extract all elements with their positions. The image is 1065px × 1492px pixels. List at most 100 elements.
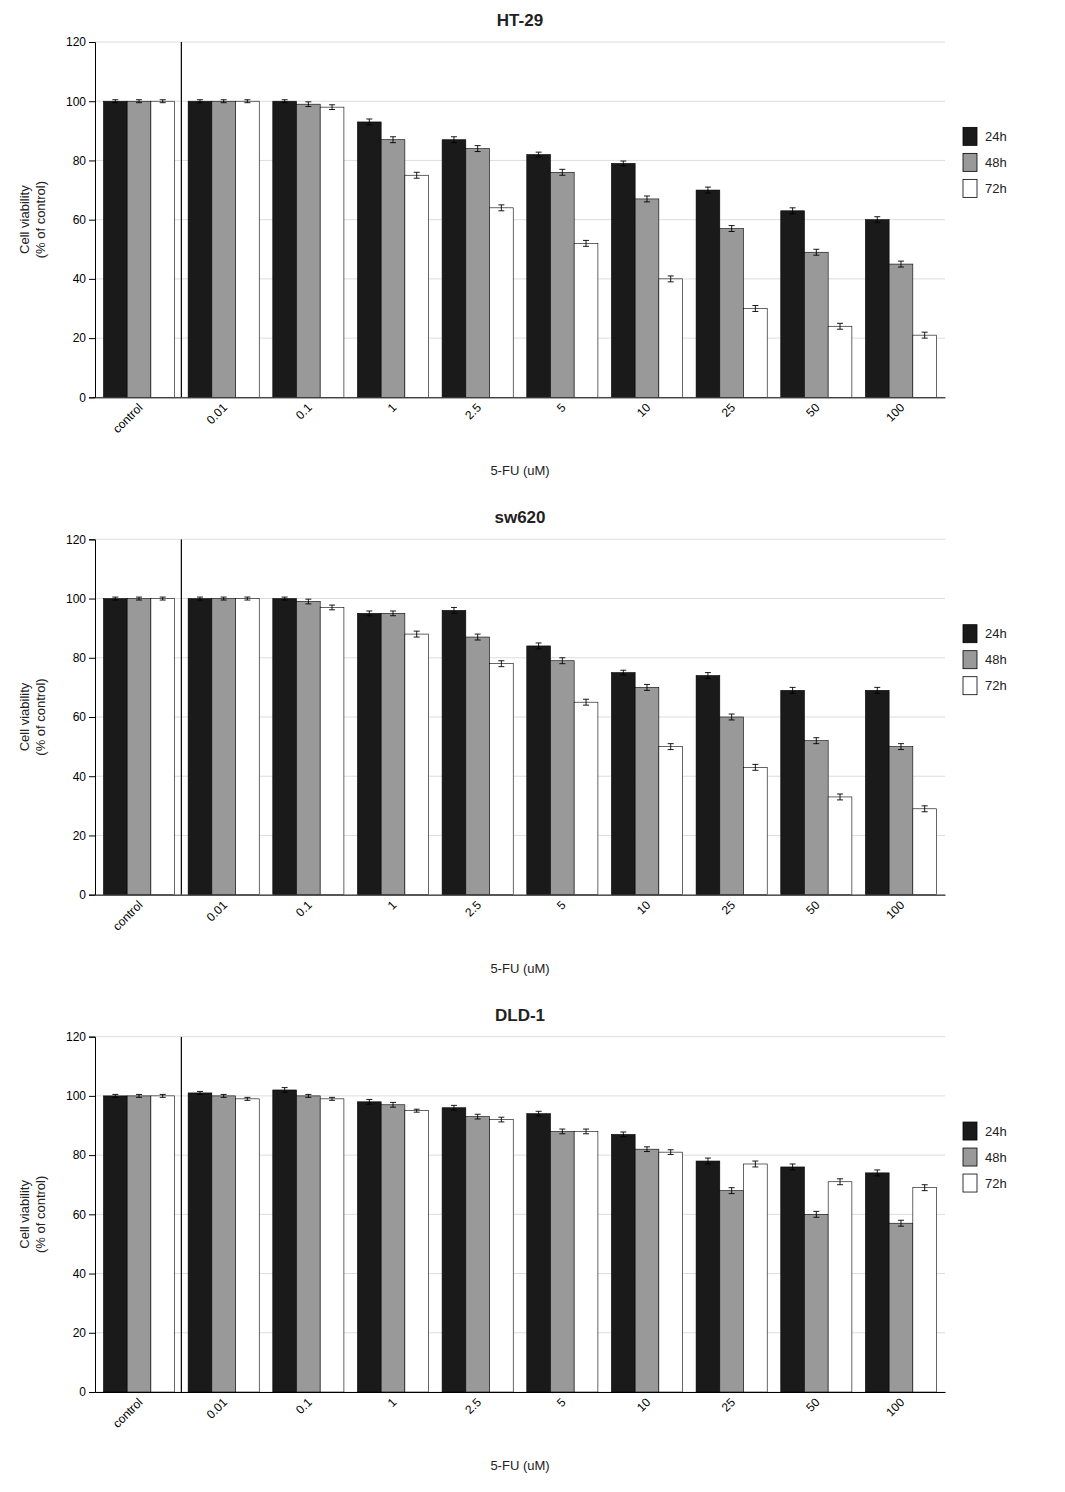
error-bar — [453, 607, 454, 613]
plot-area — [103, 42, 936, 397]
error-cap — [329, 109, 335, 110]
error-cap — [414, 1109, 420, 1110]
error-bar — [416, 172, 417, 178]
bar — [865, 1173, 889, 1392]
bar-series — [103, 101, 889, 397]
error-cap — [451, 1110, 457, 1111]
tick: 0.01 — [204, 898, 231, 925]
error-cap — [498, 210, 504, 211]
tick-label: 10 — [634, 1395, 654, 1415]
tick: control — [110, 401, 145, 436]
tick-label: 10 — [634, 400, 654, 420]
tick-label: 0.1 — [293, 400, 315, 422]
legend-swatch — [963, 1148, 977, 1166]
error-bar — [792, 208, 793, 214]
error-cap — [559, 657, 565, 658]
legend: 24h48h72h — [963, 1122, 1007, 1192]
tick-mark — [89, 101, 95, 102]
tick: 2.5 — [462, 898, 484, 920]
bar-series — [103, 1090, 889, 1392]
tick-label: 0 — [79, 888, 86, 902]
tick-label: 120 — [66, 533, 86, 547]
y-axis-label-line: Cell viability — [17, 185, 32, 254]
error-cap — [282, 597, 288, 598]
bar — [188, 101, 212, 397]
tick: 20 — [73, 829, 95, 843]
error-cap — [329, 1100, 335, 1101]
tick-label: 50 — [803, 898, 823, 918]
error-cap — [668, 749, 674, 750]
grid-line — [95, 1036, 945, 1037]
error-cap — [475, 145, 481, 146]
bar — [490, 208, 514, 398]
error-cap — [366, 610, 372, 611]
error-cap — [644, 195, 650, 196]
tick-label: 100 — [66, 592, 86, 606]
error-cap — [813, 249, 819, 250]
tick-mark — [89, 717, 95, 718]
error-bar — [731, 1188, 732, 1194]
error-cap — [536, 152, 542, 153]
x-axis: control0.010.112.55102550100 — [96, 1393, 946, 1431]
error-cap — [536, 156, 542, 157]
error-bar — [501, 1117, 502, 1122]
error-cap — [282, 1092, 288, 1093]
error-cap — [874, 687, 880, 688]
error-bar — [731, 714, 732, 720]
tick-label: 0.01 — [204, 898, 231, 925]
bar — [381, 613, 405, 894]
error-bar — [755, 764, 756, 770]
bar — [804, 1214, 828, 1392]
error-cap — [221, 1097, 227, 1098]
tick-label: 100 — [883, 1395, 907, 1419]
tick: 0.01 — [204, 400, 231, 427]
bar — [913, 809, 937, 895]
legend-item: 48h — [963, 153, 1007, 171]
error-cap — [112, 1094, 118, 1095]
error-cap — [559, 1129, 565, 1130]
error-bar — [755, 1161, 756, 1167]
tick: 2.5 — [462, 1395, 484, 1417]
legend-swatch — [963, 179, 977, 197]
error-bar — [816, 1211, 817, 1217]
error-cap — [729, 714, 735, 715]
error-bar — [792, 687, 793, 693]
error-bar — [308, 599, 309, 604]
tick-label: 2.5 — [462, 1395, 484, 1417]
tick-mark — [89, 338, 95, 339]
error-cap — [282, 1087, 288, 1088]
error-cap — [305, 101, 311, 102]
error-cap — [668, 281, 674, 282]
error-cap — [390, 610, 396, 611]
legend-item: 72h — [963, 677, 1007, 695]
separator — [181, 539, 182, 894]
legend-label: 48h — [985, 1150, 1007, 1165]
tick: 10 — [634, 400, 654, 420]
error-cap — [197, 102, 203, 103]
axis-line — [89, 1037, 96, 1392]
error-cap — [160, 597, 166, 598]
error-cap — [752, 770, 758, 771]
tick-label: 2.5 — [462, 400, 484, 422]
bar — [236, 599, 260, 895]
error-cap — [790, 213, 796, 214]
error-cap — [790, 687, 796, 688]
error-bar — [877, 217, 878, 223]
tick-mark — [89, 658, 95, 659]
legend-swatch — [963, 625, 977, 643]
error-cap — [790, 207, 796, 208]
y-axis-label-line: (% of control) — [33, 678, 48, 755]
bar — [828, 1182, 852, 1392]
error-bar — [816, 738, 817, 744]
error-cap — [197, 1091, 203, 1092]
error-cap — [329, 609, 335, 610]
error-bar — [501, 661, 502, 667]
error-cap — [536, 648, 542, 649]
error-cap — [244, 597, 250, 598]
error-cap — [644, 684, 650, 685]
tick-label: 5 — [554, 898, 569, 913]
tick-mark — [89, 1096, 95, 1097]
tick: 0 — [79, 391, 95, 405]
error-cap — [305, 1097, 311, 1098]
bar — [527, 646, 551, 895]
